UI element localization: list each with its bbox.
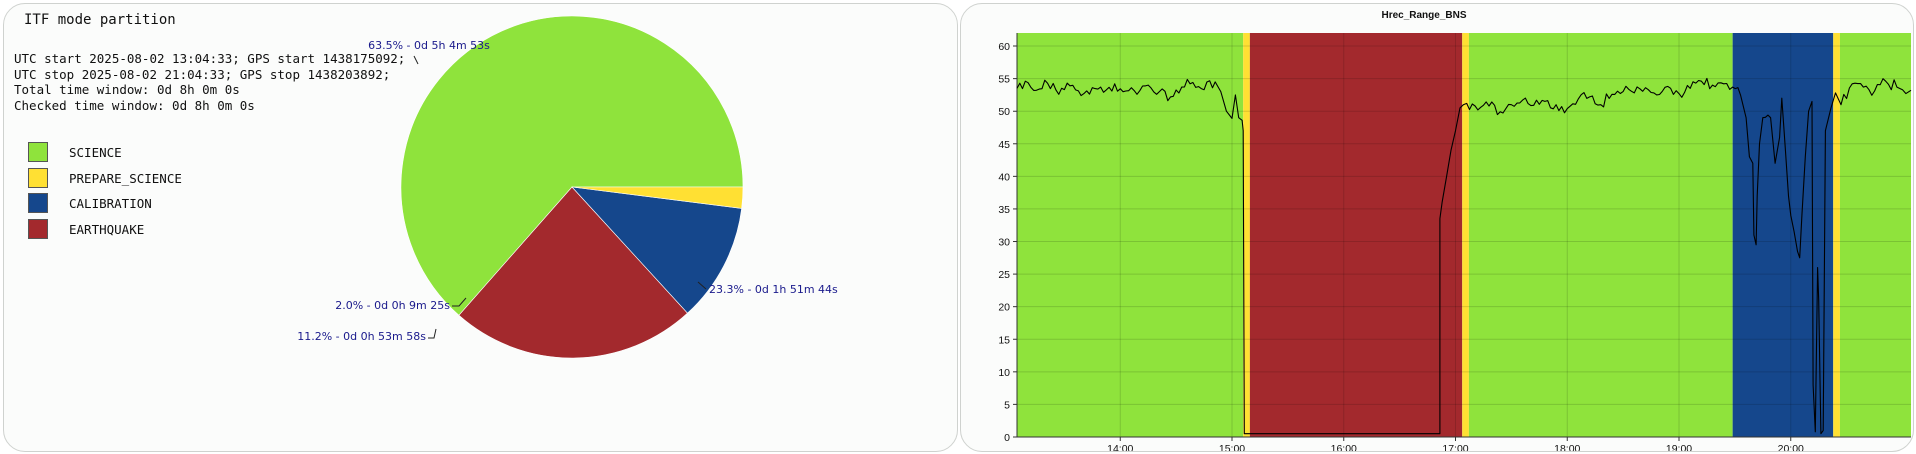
pie-slice-earthquake xyxy=(458,186,688,359)
mode-band-earthquake xyxy=(1249,33,1463,437)
x-tick-label: 19:00 xyxy=(1666,443,1692,451)
legend-label-prepare-science: PREPARE_SCIENCE xyxy=(69,170,182,186)
pie-slice-prepare-science xyxy=(571,186,744,209)
legend-label-calibration: CALIBRATION xyxy=(69,196,152,211)
pie-leader-earthquake xyxy=(697,281,707,290)
mode-band-science xyxy=(1839,33,1911,437)
legend-label-earthquake: EARTHQUAKE xyxy=(69,221,145,237)
legend-label-science: SCIENCE xyxy=(69,145,122,160)
y-tick-label: 55 xyxy=(998,74,1010,86)
y-tick-label: 0 xyxy=(1004,432,1010,444)
x-tick-label: 17:00 xyxy=(1442,443,1468,451)
legend-swatch-earthquake xyxy=(28,218,48,239)
pie-leader-calibration xyxy=(428,328,437,339)
info-line-total-window: Total time window: 0d 8h 0m 0s xyxy=(14,82,240,98)
y-tick-label: 35 xyxy=(998,204,1010,216)
legend-swatch-prepare-science xyxy=(28,167,48,188)
mode-band-prepare-science xyxy=(1833,33,1840,437)
mode-band-science xyxy=(1017,33,1244,437)
y-tick-label: 50 xyxy=(998,106,1010,118)
y-tick-label: 40 xyxy=(998,171,1010,183)
series-line xyxy=(1016,77,1912,435)
x-tick-label: 20:00 xyxy=(1778,443,1804,451)
mode-band-calibration xyxy=(1732,33,1834,437)
pie-label-earthquake: 23.3% - 0d 1h 51m 44s xyxy=(709,283,838,296)
pie-label-prepare-science: 2.0% - 0d 0h 9m 25s xyxy=(335,299,450,312)
pie-leader-science xyxy=(413,55,419,65)
time-series-chart: Hrec_Range_BNS 0 5 10 15 20 25 30 35 40 45 50 55 60 14… xyxy=(998,10,1912,451)
info-line-utc-stop: UTC stop 2025-08-02 21:04:33; GPS stop 1… xyxy=(14,66,391,82)
info-line-utc-start: UTC start 2025-08-02 13:04:33; GPS start… xyxy=(14,51,406,66)
x-tick-label: 18:00 xyxy=(1554,443,1580,451)
pie-chart: 63.5% - 0d 5h 4m 53s 23.3% - 0d 1h 51m 44… xyxy=(297,15,838,359)
y-tick-label: 15 xyxy=(998,334,1010,346)
y-tick-label: 5 xyxy=(1004,399,1010,411)
x-tick-label: 16:00 xyxy=(1331,443,1357,451)
x-tick-label: 14:00 xyxy=(1107,443,1133,451)
pie-leader-prepare-science xyxy=(452,297,467,307)
legend-swatch-science xyxy=(28,142,48,162)
time-window-info: UTC start 2025-08-02 13:04:33; GPS start… xyxy=(14,51,405,113)
pie-slice-calibration xyxy=(571,186,742,314)
y-tick-label: 60 xyxy=(998,41,1010,53)
mode-band-prepare-science xyxy=(1243,33,1250,437)
y-tick-label: 45 xyxy=(998,139,1010,151)
pie-panel-title: ITF mode partition xyxy=(24,12,176,28)
y-tick-label: 20 xyxy=(998,302,1010,314)
x-tick-label: 15:00 xyxy=(1219,443,1245,451)
pie-label-calibration: 11.2% - 0d 0h 53m 58s xyxy=(297,330,426,343)
y-tick-label: 10 xyxy=(998,367,1010,379)
mode-band-prepare-science xyxy=(1462,33,1469,437)
y-tick-label: 25 xyxy=(998,269,1010,281)
chart-title: Hrec_Range_BNS xyxy=(1381,10,1466,21)
pie-slice-science xyxy=(400,15,744,316)
time-series-panel: Hrec_Range_BNS 0 5 10 15 20 25 30 35 40 45 50 55 60 14… xyxy=(960,3,1914,452)
info-line-checked-window: Checked time window: 0d 8h 0m 0s xyxy=(14,97,255,113)
mode-band-science xyxy=(1468,33,1733,437)
pie-label-science: 63.5% - 0d 5h 4m 53s xyxy=(368,39,490,52)
mode-partition-panel: 63.5% - 0d 5h 4m 53s 23.3% - 0d 1h 51m 44… xyxy=(3,3,958,452)
y-tick-label: 30 xyxy=(998,237,1010,249)
legend-swatch-calibration xyxy=(28,193,48,213)
